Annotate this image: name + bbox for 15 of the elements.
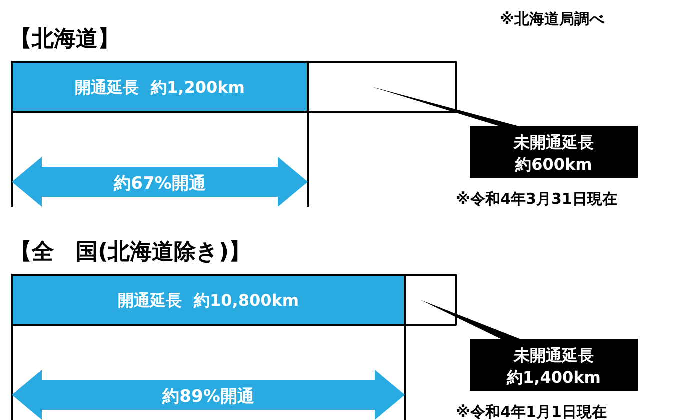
data-label: 約10,800km [192,291,300,310]
text: ※令和4年1月1日現在 [456,403,607,420]
chart-title: 【北海道】 [10,27,120,52]
text: 約1,400km [506,368,601,387]
series-label: 開通延長 [118,291,182,310]
text: 未開通延長 [513,346,594,365]
text: 約600km [514,155,592,174]
series-label: 開通延長 [75,78,140,97]
text: 約67%開通 [113,174,206,194]
text: 未開通延長 [513,133,594,152]
text: ※北海道局調べ [500,10,606,28]
text: 約89%開通 [162,387,254,407]
text: ※令和4年3月31日現在 [456,190,618,208]
chart-title: 【全 国(北海道除き)】 [10,240,252,265]
data-label: 約1,200km [150,78,245,97]
